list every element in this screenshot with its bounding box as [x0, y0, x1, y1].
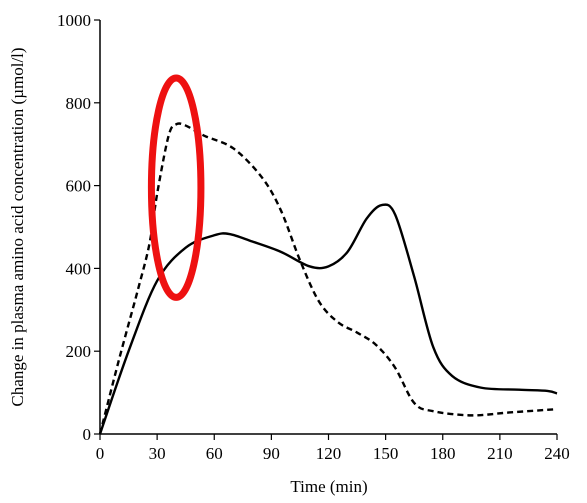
x-tick-label: 90: [263, 444, 280, 463]
y-tick-label: 400: [66, 259, 92, 278]
y-tick-label: 800: [66, 94, 92, 113]
highlight-ellipse: [147, 74, 205, 301]
x-tick-label: 60: [206, 444, 223, 463]
x-tick-label: 0: [96, 444, 105, 463]
x-axis-title: Time (min): [290, 477, 367, 496]
x-tick-label: 180: [430, 444, 456, 463]
y-axis-title: Change in plasma amino acid concentratio…: [8, 47, 27, 406]
series-line-dashed: [98, 122, 558, 435]
x-tick-label: 210: [487, 444, 513, 463]
x-tick-label: 150: [373, 444, 399, 463]
x-tick-label: 120: [316, 444, 342, 463]
x-tick-label: 240: [544, 444, 570, 463]
series-layer: [98, 122, 558, 435]
y-tick-label: 0: [83, 425, 92, 444]
x-tick-label: 30: [149, 444, 166, 463]
y-tick-label: 1000: [57, 11, 91, 30]
annotation-layer: [147, 74, 205, 301]
y-tick-label: 200: [66, 342, 92, 361]
y-tick-label: 600: [66, 177, 92, 196]
series-line-solid: [98, 203, 558, 435]
axes: 0 200 400 600 800 1000 0 30 60 90 120 150 180 210 240: [57, 11, 570, 463]
